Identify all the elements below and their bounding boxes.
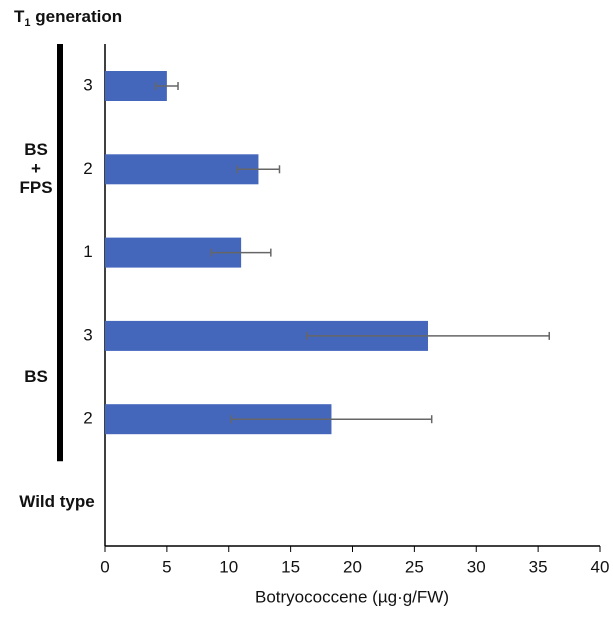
x-tick-label: 10 [219, 557, 238, 576]
x-tick-label: 35 [529, 557, 548, 576]
y-tick-label: 2 [83, 159, 92, 178]
x-tick-label: 5 [162, 557, 171, 576]
x-axis-label: Botryococcene (µg·g/FW) [255, 587, 449, 606]
x-tick-label: 40 [591, 557, 610, 576]
group-label: + [31, 159, 41, 178]
x-tick-label: 25 [405, 557, 424, 576]
y-tick-label: 1 [83, 242, 92, 261]
group-label: FPS [19, 178, 52, 197]
chart-title: T1 generation [14, 7, 122, 28]
y-tick-label: 2 [83, 409, 92, 428]
x-tick-label: 0 [100, 557, 109, 576]
x-tick-label: 20 [343, 557, 362, 576]
group-label: Wild type [19, 492, 94, 511]
group-label: BS [24, 367, 48, 386]
y-tick-label: 3 [83, 75, 92, 94]
x-tick-label: 15 [281, 557, 300, 576]
y-tick-label: 3 [83, 325, 92, 344]
group-label: BS [24, 140, 48, 159]
x-tick-label: 30 [467, 557, 486, 576]
bar [105, 154, 259, 185]
